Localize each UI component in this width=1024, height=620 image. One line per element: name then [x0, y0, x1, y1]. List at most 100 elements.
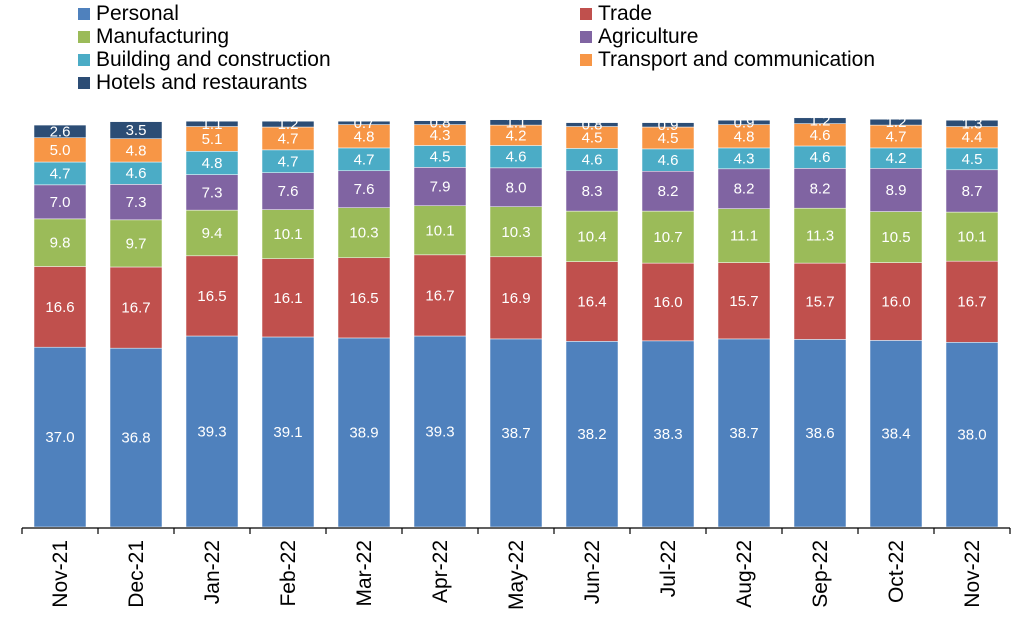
bar-segment [337, 337, 391, 528]
bar-segment [33, 218, 87, 267]
data-label: 0.9 [734, 114, 755, 131]
data-label: 39.3 [197, 424, 226, 441]
legend: Personal Trade Manufacturing Agriculture Bui… [0, 0, 1024, 100]
data-label: 39.1 [273, 424, 302, 441]
x-tick-label: Nov-22 [961, 540, 984, 608]
bar-segment [413, 167, 467, 207]
legend-swatch [78, 76, 90, 89]
bar-segment [261, 336, 315, 528]
data-label: 4.7 [886, 128, 907, 145]
data-label: 8.7 [962, 183, 983, 200]
legend-label: Agriculture [598, 25, 699, 48]
data-label: 4.6 [506, 149, 527, 166]
x-tick-label: Jan-22 [201, 540, 224, 604]
bar-segment [945, 342, 999, 528]
data-label: 9.4 [202, 225, 223, 242]
data-label: 8.2 [810, 180, 831, 197]
bar-segment [413, 120, 467, 125]
x-tick-label: Apr-22 [429, 540, 452, 603]
legend-item: Personal [78, 2, 179, 25]
bar-segment [185, 209, 239, 257]
data-label: 7.6 [278, 183, 299, 200]
data-label: 5.1 [202, 131, 223, 148]
data-label: 4.7 [50, 165, 71, 182]
bar-segment [489, 119, 543, 126]
data-label: 4.6 [658, 152, 679, 169]
bar-segment [261, 258, 315, 338]
data-label: 11.1 [730, 228, 758, 245]
data-label: 7.3 [126, 194, 147, 211]
data-label: 4.5 [658, 130, 679, 147]
data-label: 38.7 [729, 425, 758, 442]
data-label: 1.2 [810, 113, 831, 130]
legend-swatch [580, 30, 592, 43]
data-label: 38.4 [881, 426, 910, 443]
bar-segment [413, 335, 467, 528]
data-label: 10.1 [425, 222, 454, 239]
data-label: 3.5 [126, 122, 147, 139]
data-label: 1.2 [278, 116, 299, 133]
legend-label: Trade [598, 2, 653, 25]
bar-segment [109, 121, 163, 139]
data-label: 10.5 [881, 229, 910, 246]
data-label: 10.1 [273, 226, 302, 243]
data-label: 9.7 [126, 235, 147, 252]
data-label: 2.6 [50, 123, 71, 140]
data-label: 4.8 [734, 128, 755, 145]
data-label: 16.7 [425, 287, 454, 304]
bar-segment [793, 117, 847, 124]
data-label: 16.1 [273, 290, 302, 307]
x-tick-label: Dec-21 [125, 540, 148, 608]
legend-item: Manufacturing [78, 25, 229, 48]
data-label: 4.2 [886, 150, 907, 167]
data-label: 1.3 [962, 115, 983, 132]
x-tick-label: Jun-22 [581, 540, 604, 604]
bar-segment [945, 119, 999, 127]
bar-segment [641, 340, 695, 528]
bar-segment [185, 126, 239, 152]
data-label: 38.0 [957, 427, 986, 444]
data-label: 1.1 [202, 116, 223, 133]
bar-segment [717, 208, 771, 263]
data-label: 10.4 [577, 228, 606, 245]
data-label: 15.7 [729, 293, 758, 310]
legend-swatch [580, 7, 592, 20]
bar-segment [489, 256, 543, 340]
data-label: 1.2 [886, 114, 907, 131]
bar-segment [489, 167, 543, 207]
bar-segment [185, 120, 239, 127]
bar-segment [793, 168, 847, 209]
data-label: 10.3 [501, 224, 530, 241]
bar-segment [869, 118, 923, 126]
data-label: 11.3 [806, 228, 834, 245]
data-label: 4.7 [354, 151, 375, 168]
data-label: 15.7 [805, 293, 834, 310]
data-label: 9.8 [50, 235, 71, 252]
data-label: 8.0 [506, 179, 527, 196]
data-label: 38.2 [577, 426, 606, 443]
bar-segment [185, 174, 239, 211]
data-label: 0.9 [658, 117, 679, 134]
data-label: 16.0 [881, 293, 910, 310]
legend-item: Trade [580, 2, 652, 25]
data-label: 1.1 [506, 114, 527, 131]
bar-segment [565, 261, 619, 342]
legend-item: Agriculture [580, 25, 698, 48]
bar-segment [565, 210, 619, 262]
bar-segment [33, 346, 87, 528]
data-label: 4.7 [278, 130, 299, 147]
bar-segment [109, 347, 163, 528]
x-tick-label: May-22 [505, 540, 528, 610]
data-label: 7.6 [354, 181, 375, 198]
data-label: 16.9 [501, 290, 530, 307]
data-label: 16.6 [45, 299, 74, 316]
data-label: 4.6 [582, 152, 603, 169]
data-label: 38.3 [653, 426, 682, 443]
bar-segment [33, 137, 87, 163]
data-label: 7.3 [202, 184, 223, 201]
bar-segment [641, 262, 695, 342]
legend-item: Transport and communication [580, 48, 875, 71]
data-label: 4.4 [962, 129, 983, 146]
x-tick-label: Sep-22 [809, 540, 832, 608]
data-label: 0.8 [430, 115, 451, 132]
